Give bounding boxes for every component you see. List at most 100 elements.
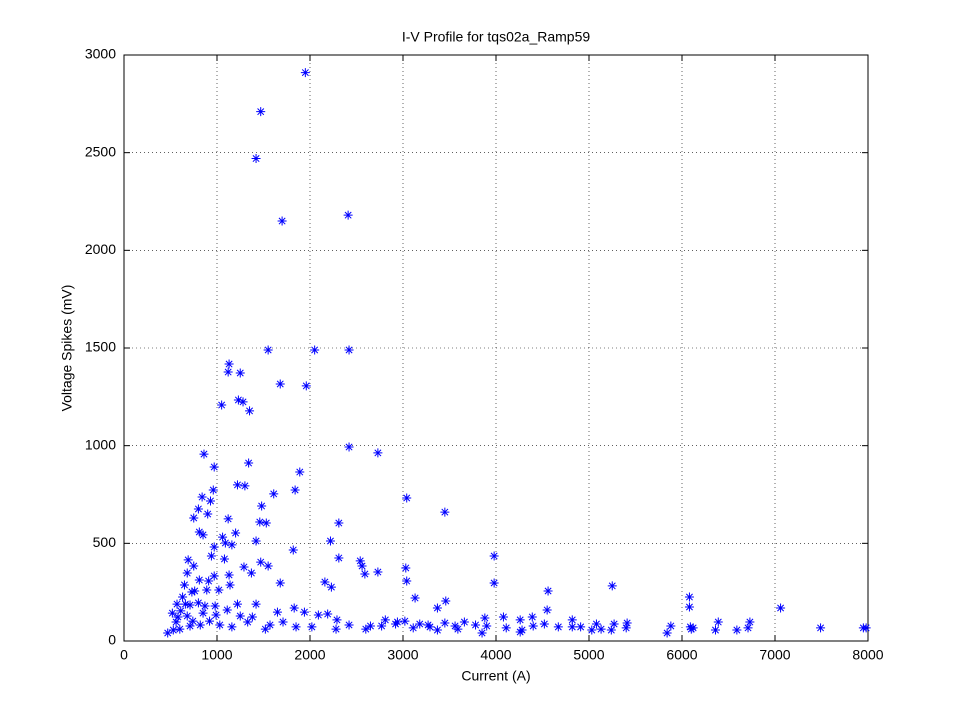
data-point <box>193 504 203 514</box>
data-point <box>205 496 215 506</box>
data-point <box>240 481 250 491</box>
data-point <box>732 625 742 635</box>
x-tick-label: 1000 <box>201 647 232 663</box>
data-point <box>344 620 354 630</box>
data-point <box>208 485 218 495</box>
y-tick-label: 1000 <box>85 436 116 452</box>
data-point <box>515 615 525 625</box>
data-point <box>251 536 261 546</box>
data-point <box>275 379 285 389</box>
data-point <box>238 397 248 407</box>
data-point <box>239 562 249 572</box>
data-point <box>182 611 192 621</box>
data-point <box>167 608 177 618</box>
data-point <box>567 622 577 632</box>
data-point <box>204 576 214 586</box>
data-point <box>215 620 225 630</box>
data-point <box>190 586 200 596</box>
data-point <box>357 561 367 571</box>
data-point <box>168 625 178 635</box>
data-point <box>489 578 499 588</box>
data-point <box>251 599 261 609</box>
data-point <box>331 624 341 634</box>
data-point <box>255 517 265 527</box>
data-point <box>300 68 310 78</box>
data-point <box>686 624 696 634</box>
data-point <box>225 580 235 590</box>
data-point <box>498 612 508 622</box>
data-point <box>235 368 245 378</box>
data-point <box>171 617 181 627</box>
data-point <box>245 406 255 416</box>
data-point <box>247 612 257 622</box>
data-point <box>408 623 418 633</box>
data-point <box>685 622 695 632</box>
data-point <box>710 625 720 635</box>
data-point <box>243 617 253 627</box>
data-point <box>816 623 826 633</box>
data-point <box>343 210 353 220</box>
data-point <box>244 458 254 468</box>
data-point <box>179 580 189 590</box>
data-point <box>189 513 199 523</box>
data-point <box>334 518 344 528</box>
data-point <box>214 585 224 595</box>
data-point <box>310 345 320 355</box>
data-point <box>172 599 182 609</box>
data-point <box>227 622 237 632</box>
x-tick-label: 0 <box>120 647 128 663</box>
data-point <box>256 107 266 117</box>
data-point <box>666 621 676 631</box>
data-point <box>203 509 213 519</box>
data-point <box>232 599 242 609</box>
data-point <box>272 607 282 617</box>
data-point <box>553 622 563 632</box>
data-point <box>200 601 210 611</box>
data-point <box>183 555 193 565</box>
x-axis-label: Current (A) <box>461 668 530 684</box>
data-point <box>377 621 387 631</box>
data-point <box>307 622 317 632</box>
data-point <box>278 617 288 627</box>
data-point <box>269 489 279 499</box>
data-point <box>528 621 538 631</box>
data-point <box>185 621 195 631</box>
data-point <box>415 619 425 629</box>
data-point <box>482 621 492 631</box>
data-point <box>684 592 694 602</box>
data-point <box>432 625 442 635</box>
data-point <box>527 612 537 622</box>
data-point <box>251 154 261 164</box>
data-point <box>289 603 299 613</box>
data-point <box>402 576 412 586</box>
data-point <box>263 345 273 355</box>
data-point <box>440 507 450 517</box>
data-point <box>576 622 586 632</box>
data-point <box>567 615 577 625</box>
data-point <box>194 575 204 585</box>
data-point <box>263 561 273 571</box>
y-tick-label: 3000 <box>85 46 116 62</box>
x-tick-label: 5000 <box>573 647 604 663</box>
data-point <box>323 609 333 619</box>
data-point <box>210 601 220 611</box>
data-point <box>459 617 469 627</box>
data-point <box>218 532 228 542</box>
y-tick-label: 1500 <box>85 339 116 355</box>
data-point <box>471 620 481 630</box>
data-point <box>423 620 433 630</box>
data-point <box>515 627 525 637</box>
y-tick-label: 2500 <box>85 143 116 159</box>
data-point <box>235 611 245 621</box>
data-point <box>227 540 237 550</box>
x-tick-label: 3000 <box>387 647 418 663</box>
data-point <box>185 600 195 610</box>
data-point <box>325 536 335 546</box>
data-point <box>187 587 197 597</box>
data-point <box>195 620 205 630</box>
data-point <box>180 599 190 609</box>
data-point <box>662 628 672 638</box>
data-point <box>199 449 209 459</box>
data-point <box>209 462 219 472</box>
data-point <box>257 501 267 511</box>
